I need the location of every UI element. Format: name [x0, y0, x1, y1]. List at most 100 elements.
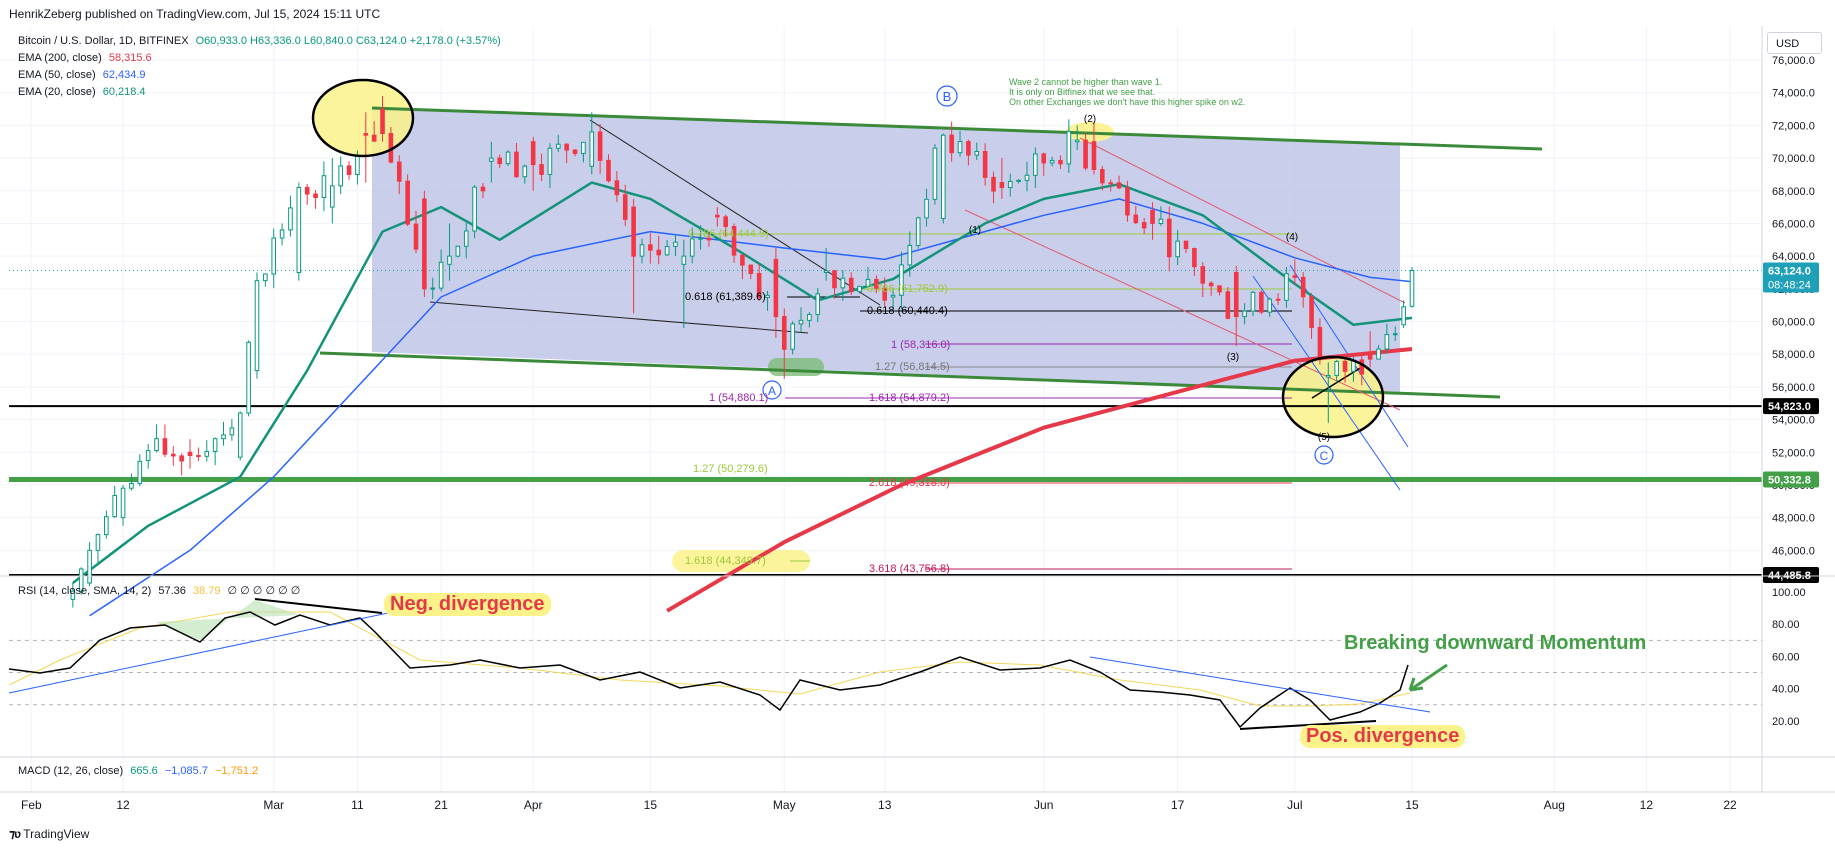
- rsi-overbought-fill: [155, 600, 300, 640]
- price-tag-box: [1763, 398, 1819, 415]
- candle-body: [1133, 214, 1139, 224]
- candle-body: [455, 245, 461, 257]
- price-tick-label: 46,000.0: [1772, 545, 1815, 557]
- candle-body: [313, 193, 318, 198]
- candle-body: [321, 175, 327, 198]
- candle-body: [472, 186, 477, 232]
- candle-body: [221, 434, 226, 440]
- candle-body: [263, 273, 268, 282]
- ema50-legend: EMA (50, close) 62,434.9: [18, 69, 146, 81]
- candle-body: [522, 165, 528, 178]
- candle-body: [1376, 348, 1381, 360]
- time-tick-label: 11: [351, 798, 364, 812]
- candle-body: [790, 323, 795, 350]
- candle-body: [355, 155, 360, 176]
- currency-button[interactable]: USD: [1767, 32, 1822, 54]
- candlesticks: [70, 95, 1415, 608]
- candle-body: [338, 165, 343, 187]
- candle-body: [1192, 248, 1197, 268]
- price-tick-label: 64,000.0: [1772, 251, 1815, 263]
- price-tag-box: [1763, 567, 1819, 584]
- candle-body: [237, 412, 243, 458]
- candle-body: [681, 255, 687, 265]
- candle-body: [1083, 139, 1088, 169]
- ema200-value: 58,315.6: [108, 52, 152, 64]
- candle-body: [438, 261, 444, 289]
- candle-body: [773, 258, 779, 318]
- fib-label: 1.618 (54,879.2): [869, 392, 950, 404]
- price-tag-box: [1763, 262, 1819, 293]
- ema200-label: EMA (200, close): [18, 52, 102, 64]
- candle-body: [966, 141, 971, 156]
- candle-body: [1183, 240, 1189, 250]
- candle-body: [756, 272, 762, 298]
- candle-body: [1116, 182, 1122, 189]
- candle-body: [915, 217, 921, 246]
- rsi-pane: [8, 598, 1448, 730]
- candle-body: [296, 186, 302, 273]
- wave-label: (4): [1286, 232, 1298, 243]
- channel-upper-line: [371, 106, 1543, 151]
- candle-body: [848, 277, 854, 293]
- price-tick-label: 76,000.0: [1772, 55, 1815, 67]
- candle-body: [832, 270, 837, 289]
- time-tick-label: Mar: [263, 798, 284, 812]
- ohlc-values: O60,933.0 H63,336.0 L60,840.0 C63,124.0 …: [195, 35, 501, 47]
- candle-body: [932, 147, 938, 200]
- highlight-july-low: [1284, 357, 1382, 437]
- abc-labels: B A C: [762, 85, 1334, 465]
- wave-label: (5): [1318, 432, 1330, 443]
- fib-label: 1.27 (56,814.5): [875, 361, 950, 373]
- rsi-tick-label: 20.00: [1772, 716, 1800, 728]
- price-tick-label: 66,000.0: [1772, 218, 1815, 230]
- wave-note: Wave 2 cannot be higher than wave 1.It i…: [1009, 77, 1245, 107]
- highlight-fib-1618: [672, 550, 810, 572]
- candle-body: [1225, 291, 1231, 319]
- price-tick-label: 72,000.0: [1772, 120, 1815, 132]
- candle-body: [865, 278, 871, 287]
- svg-text:B: B: [943, 89, 952, 104]
- candle-body: [1284, 273, 1289, 301]
- candle-body: [1007, 180, 1013, 188]
- candle-body: [1409, 269, 1415, 307]
- candle-body: [254, 280, 260, 372]
- price-tick-label: 52,000.0: [1772, 447, 1815, 459]
- candle-body: [246, 341, 251, 414]
- svg-text:C: C: [1320, 449, 1329, 463]
- candle-body: [857, 285, 862, 293]
- price-tick-label: 70,000.0: [1772, 153, 1815, 165]
- time-tick-label: 12: [116, 798, 130, 812]
- price-tick-label: 60,000.0: [1772, 317, 1815, 329]
- price-axis[interactable]: 46,000.048,000.050,000.052,000.054,000.0…: [1772, 55, 1815, 557]
- candle-body: [204, 451, 210, 457]
- candle-body: [689, 238, 695, 257]
- rsi-sma-value: 38.79: [192, 585, 221, 597]
- fib-label: 1.27 (50,279.6): [693, 463, 768, 475]
- rsi-tick-label: 60.00: [1772, 651, 1800, 663]
- candle-body: [1275, 298, 1281, 301]
- price-tag-countdown: 08:48:24: [1768, 279, 1811, 291]
- candle-body: [639, 244, 645, 257]
- macd-value-3: −1,751.2: [215, 765, 259, 777]
- candle-body: [539, 164, 544, 175]
- candle-body: [957, 141, 963, 154]
- candle-body: [648, 244, 653, 251]
- highlight-wave-a: [768, 358, 824, 376]
- candle-body: [212, 438, 218, 453]
- time-axis[interactable]: Feb 12 Mar 11 21 Apr 15 May 13 Jun 17 Jul 15 Aug 12 22: [21, 798, 1737, 812]
- candle-body: [530, 141, 536, 166]
- candle-body: [229, 427, 235, 436]
- candle-body: [396, 161, 402, 182]
- candle-body: [1342, 360, 1348, 372]
- rsi-placeholders: ∅ ∅ ∅ ∅ ∅ ∅: [227, 585, 301, 597]
- wave-label: (3): [1227, 352, 1239, 363]
- time-tick-label: 21: [434, 798, 448, 812]
- candle-body: [1317, 326, 1323, 359]
- candle-body: [1041, 153, 1047, 164]
- fib-labels: 0.618 (61,389.6) 0.618 (60,440.4) 0.786 (6…: [685, 228, 950, 575]
- footer-brand[interactable]: ⁊ʋ TradingView: [9, 827, 89, 841]
- rsi-line: [8, 611, 1409, 729]
- candle-body: [991, 176, 996, 192]
- price-tick-label: 56,000.0: [1772, 382, 1815, 394]
